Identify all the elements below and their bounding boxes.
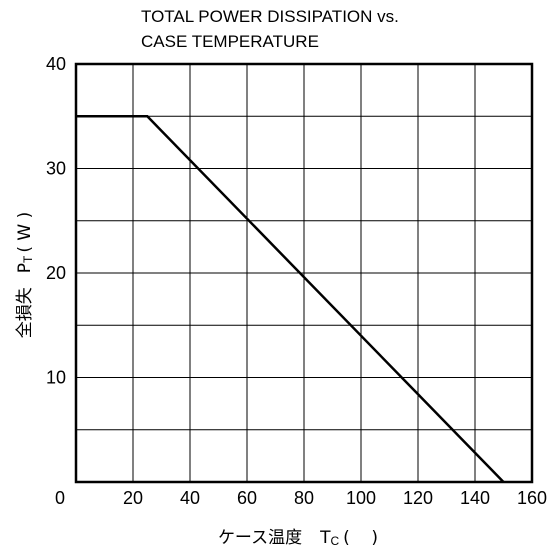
y-axis-label: 全損失 PT ( W ) bbox=[15, 212, 35, 339]
y-tick-label: 20 bbox=[46, 263, 66, 283]
y-tick-label: 40 bbox=[46, 54, 66, 74]
y-axis-label-main: 全損失 bbox=[15, 287, 35, 338]
x-tick-label: 160 bbox=[517, 488, 547, 508]
x-tick-label: 80 bbox=[294, 488, 314, 508]
x-tick-label: 140 bbox=[460, 488, 490, 508]
x-tick-label: 60 bbox=[237, 488, 257, 508]
x-axis-label-subscript: C bbox=[330, 534, 339, 548]
x-tick-label: 0 bbox=[55, 488, 65, 508]
plot-frame bbox=[74, 62, 534, 484]
x-axis-label-main: ケース温度 bbox=[218, 528, 302, 548]
y-axis-label-subscript: T bbox=[21, 255, 35, 263]
x-tick-label: 100 bbox=[346, 488, 376, 508]
grid bbox=[76, 64, 532, 482]
x-tick-label: 20 bbox=[123, 488, 143, 508]
x-tick-label: 120 bbox=[403, 488, 433, 508]
svg-text:全損失PT( W ): 全損失 PT ( W ) bbox=[15, 212, 35, 339]
x-axis-label: ケース温度 TC ( ) bbox=[218, 528, 378, 548]
x-tick-labels: 0 20 40 60 80 100 120 140 160 bbox=[55, 488, 547, 508]
y-axis-label-unit: ( W ) bbox=[15, 212, 35, 253]
series-line bbox=[76, 115, 505, 483]
series bbox=[76, 115, 505, 483]
chart-title: TOTAL POWER DISSIPATION vs. CASE TEMPERA… bbox=[141, 7, 399, 51]
y-axis-label-symbol: P bbox=[15, 263, 35, 273]
chart-title-line-1: TOTAL POWER DISSIPATION vs. bbox=[141, 7, 399, 26]
x-axis-label-symbol: T bbox=[319, 528, 331, 548]
x-tick-label: 40 bbox=[180, 488, 200, 508]
chart-title-line-2: CASE TEMPERATURE bbox=[141, 32, 319, 51]
y-tick-label: 30 bbox=[46, 159, 66, 179]
y-tick-label: 10 bbox=[46, 368, 66, 388]
y-tick-labels: 10 20 30 40 bbox=[46, 54, 66, 388]
x-axis-label-unit: ( ) bbox=[343, 528, 378, 548]
